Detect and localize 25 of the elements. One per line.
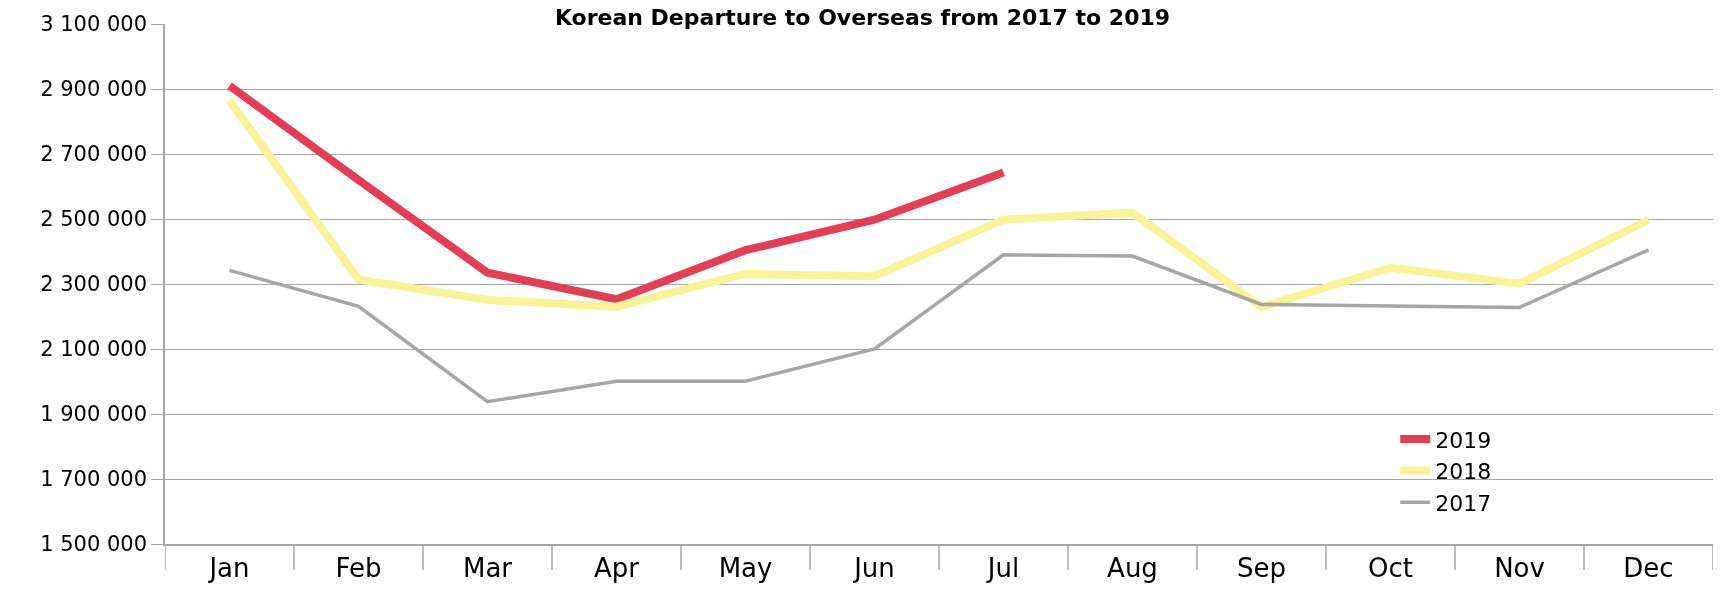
x-tick-label: Aug bbox=[1107, 552, 1158, 583]
x-tick-label: Dec bbox=[1623, 552, 1674, 583]
legend-label: 2019 bbox=[1435, 427, 1492, 453]
legend-label: 2017 bbox=[1435, 490, 1492, 516]
x-tick-label: Jul bbox=[985, 552, 1020, 583]
x-tick-label: Nov bbox=[1494, 552, 1545, 583]
y-tick-label: 2 300 000 bbox=[40, 272, 148, 297]
x-tick-label: Mar bbox=[462, 552, 513, 583]
x-tick-label: Jun bbox=[852, 552, 895, 583]
x-tick-label: Apr bbox=[594, 552, 640, 583]
y-tick-label: 2 700 000 bbox=[40, 142, 148, 167]
y-tick-label: 1 500 000 bbox=[40, 532, 148, 557]
y-tick-label: 1 700 000 bbox=[40, 467, 148, 492]
x-tick-label: Feb bbox=[335, 552, 382, 583]
y-tick-label: 3 100 000 bbox=[40, 12, 148, 37]
y-tick-label: 1 900 000 bbox=[40, 402, 148, 427]
chart-title: Korean Departure to Overseas from 2017 to 2019 bbox=[554, 4, 1171, 30]
y-tick-label: 2 500 000 bbox=[40, 207, 148, 232]
x-tick-label: Sep bbox=[1236, 552, 1287, 583]
y-tick-label: 2 900 000 bbox=[40, 77, 148, 102]
x-tick-label: Oct bbox=[1368, 552, 1413, 583]
y-tick-label: 2 100 000 bbox=[40, 337, 148, 362]
x-tick-label: May bbox=[718, 552, 773, 583]
x-tick-label: Jan bbox=[207, 552, 250, 583]
legend-label: 2018 bbox=[1435, 459, 1492, 485]
